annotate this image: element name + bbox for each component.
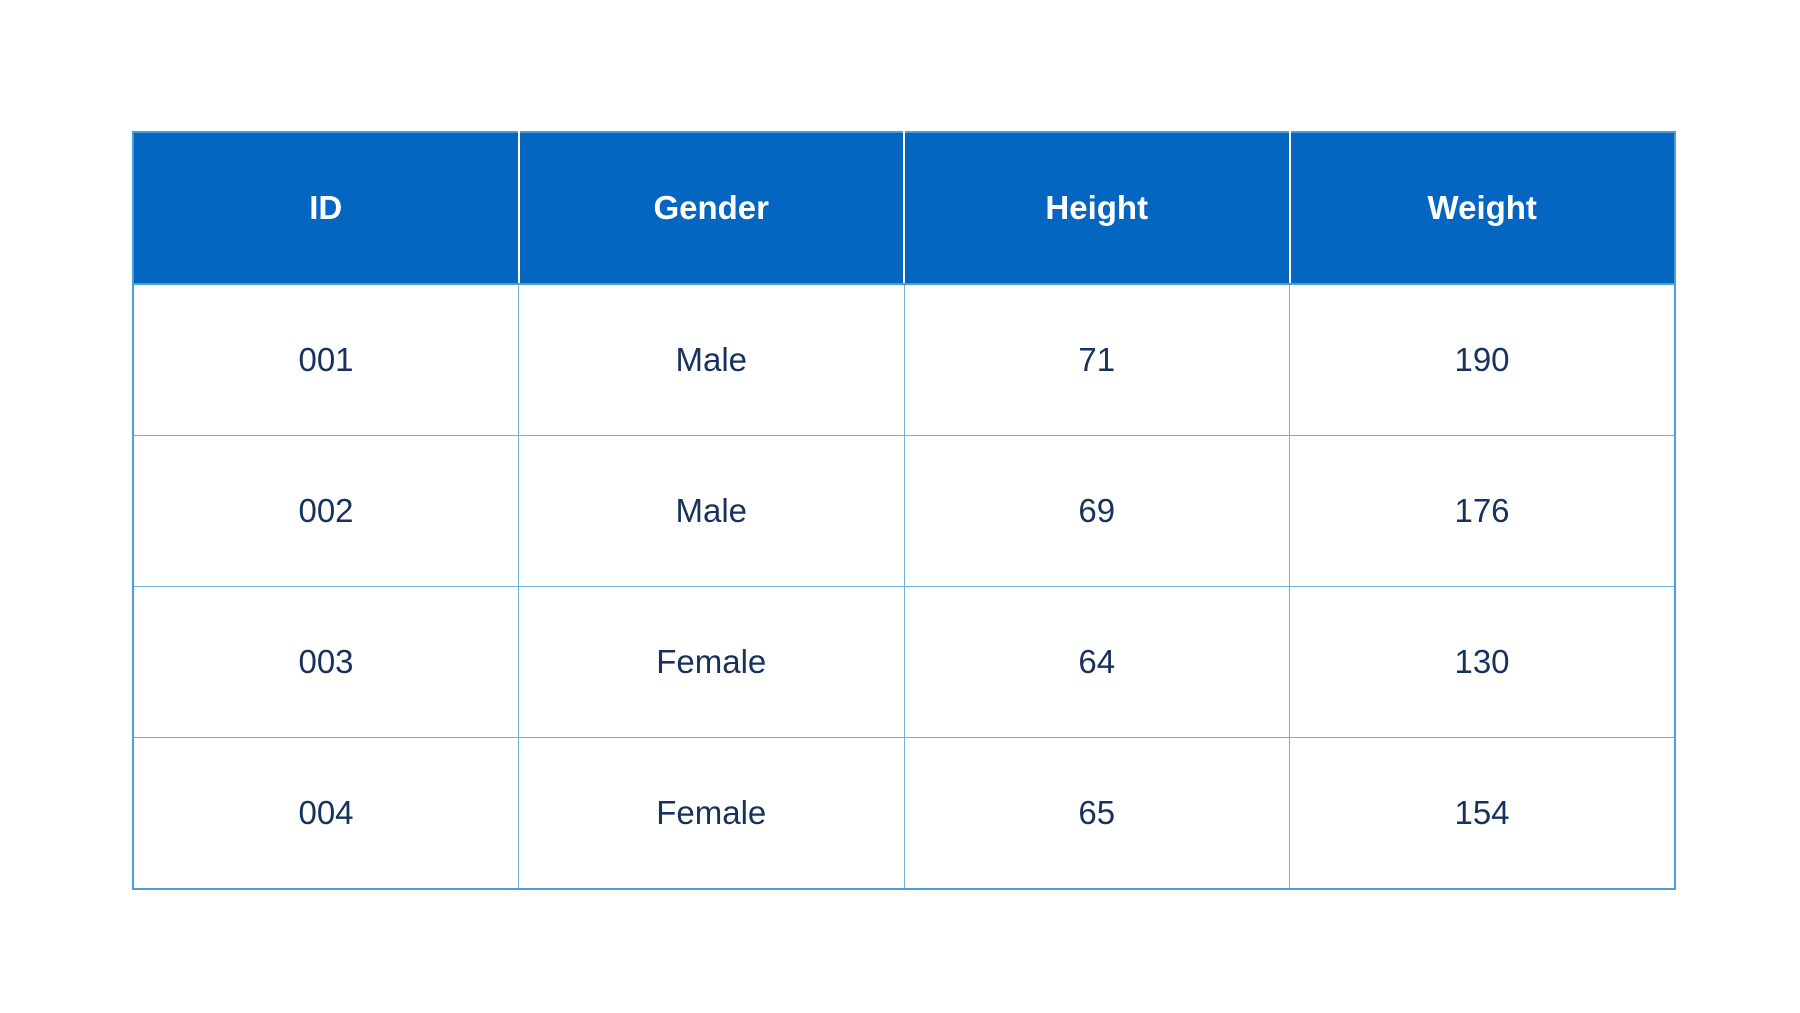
cell-weight: 176 [1289,435,1676,587]
header-id: ID [132,131,520,285]
header-height: Height [903,131,1291,285]
header-gender: Gender [517,131,905,285]
cell-id: 001 [132,283,519,436]
cell-height: 64 [903,586,1290,738]
cell-weight: 130 [1289,586,1676,738]
cell-gender: Male [518,435,905,587]
cell-height: 69 [903,435,1290,587]
cell-weight: 190 [1289,283,1676,436]
header-row: ID Gender Height Weight [132,131,1676,285]
cell-gender: Female [518,737,905,890]
table-row: 004 Female 65 154 [132,737,1676,890]
cell-id: 004 [132,737,519,890]
cell-weight: 154 [1289,737,1676,890]
data-table: ID Gender Height Weight 001 Male 71 190 … [132,131,1676,890]
cell-id: 003 [132,586,519,738]
cell-gender: Male [518,283,905,436]
table-row: 002 Male 69 176 [132,435,1676,587]
cell-gender: Female [518,586,905,738]
cell-height: 65 [903,737,1290,890]
table-row: 003 Female 64 130 [132,586,1676,738]
table-row: 001 Male 71 190 [132,283,1676,436]
table-body: 001 Male 71 190 002 Male 69 176 003 Fema… [132,283,1676,890]
data-table-container: ID Gender Height Weight 001 Male 71 190 … [132,131,1676,890]
cell-height: 71 [903,283,1290,436]
header-weight: Weight [1288,131,1676,285]
cell-id: 002 [132,435,519,587]
table-header: ID Gender Height Weight [132,131,1676,285]
